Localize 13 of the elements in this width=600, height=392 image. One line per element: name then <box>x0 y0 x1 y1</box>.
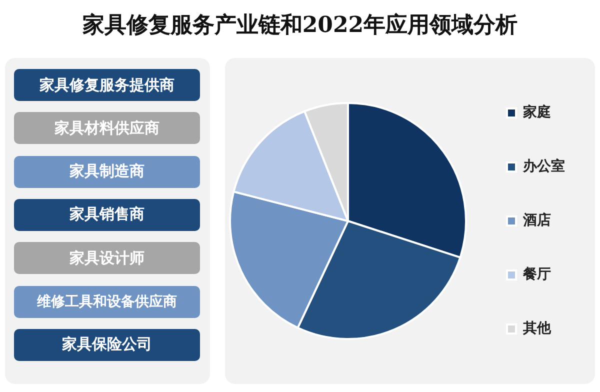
legend-label: 家庭 <box>522 104 551 121</box>
text: 家具修复服务提供商 <box>14 69 200 101</box>
legend-label: 办公室 <box>522 158 565 175</box>
legend-label: 餐厅 <box>522 266 551 283</box>
text: 维修工具和设备供应商 <box>14 286 200 318</box>
text: 家具设计师 <box>14 242 200 274</box>
text: 家具销售商 <box>14 198 200 231</box>
legend-label: 酒店 <box>522 212 551 229</box>
text: 家具制造商 <box>14 156 200 188</box>
legend-label: 其他 <box>522 320 552 337</box>
chart-title: 家具修复服务产业链和2022年应用领域分析 <box>81 11 519 40</box>
text: 家具材料供应商 <box>14 112 200 144</box>
text: 家具保险公司 <box>14 328 200 361</box>
